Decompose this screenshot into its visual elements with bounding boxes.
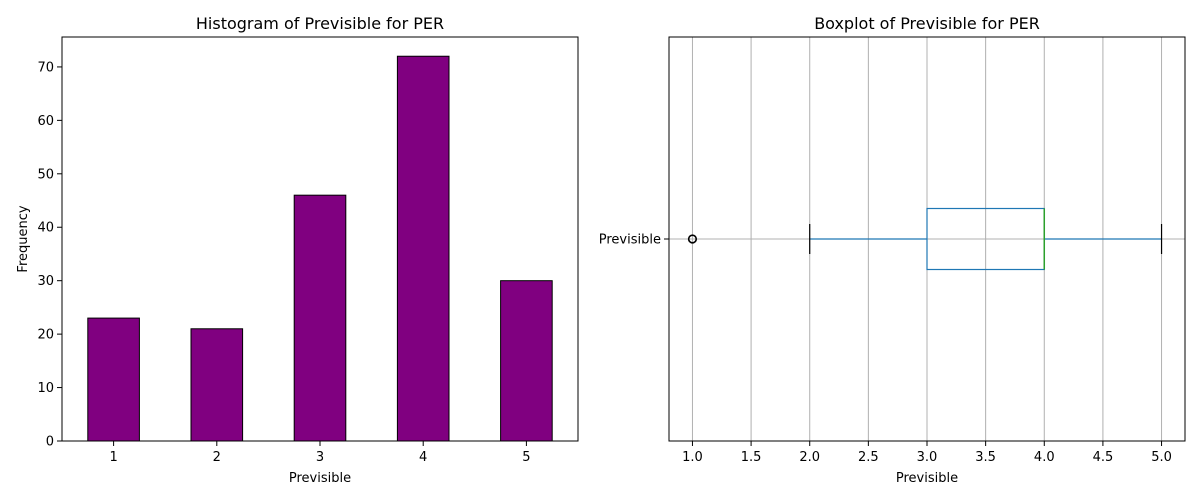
boxplot-chart: Boxplot of Previsible for PER 1.0 1.5 2.0 2… — [599, 14, 1186, 486]
histogram-bars — [87, 55, 553, 442]
histogram-x-tick-label: 5 — [522, 450, 530, 465]
histogram-y-tick-label: 0 — [46, 435, 54, 450]
boxplot-x-ticks: 1.0 1.5 2.0 2.5 3.0 3.5 4.0 4.5 5.0 — [682, 441, 1172, 465]
histogram-y-tick-label: 60 — [37, 114, 54, 129]
boxplot-x-tick-label: 4.0 — [1034, 450, 1055, 465]
histogram-y-tick-label: 50 — [37, 167, 54, 182]
boxplot-x-tick-label: 1.0 — [682, 450, 703, 465]
boxplot-marks — [687, 207, 1163, 271]
histogram-y-tick-label: 40 — [37, 221, 54, 236]
boxplot-x-tick-label: 1.5 — [741, 450, 762, 465]
histogram-y-tick-label: 20 — [37, 328, 54, 343]
boxplot-x-axis-label: Previsible — [896, 471, 958, 486]
boxplot-y-ticks: Previsible — [599, 233, 669, 248]
boxplot-outlier — [687, 234, 698, 244]
boxplot-x-tick-label: 2.0 — [799, 450, 820, 465]
histogram-x-ticks: 1 2 3 4 5 — [109, 441, 531, 465]
histogram-x-axis-label: Previsible — [289, 471, 351, 486]
boxplot-x-tick-label: 2.5 — [858, 450, 879, 465]
histogram-chart: Histogram of Previsible for PER 0 10 20 30 4… — [16, 14, 579, 486]
histogram-y-tick-label: 70 — [37, 60, 54, 75]
histogram-x-tick-label: 2 — [213, 450, 221, 465]
boxplot-title: Boxplot of Previsible for PER — [814, 14, 1040, 33]
histogram-x-tick-label: 4 — [419, 450, 427, 465]
boxplot-category-label: Previsible — [599, 233, 661, 248]
histogram-bar — [500, 280, 553, 442]
histogram-bar — [87, 317, 140, 442]
boxplot-x-tick-label: 4.5 — [1093, 450, 1114, 465]
histogram-bar — [190, 328, 244, 442]
histogram-y-ticks: 0 10 20 30 40 50 60 70 — [37, 60, 62, 450]
boxplot-plot-frame — [668, 36, 1186, 442]
boxplot-x-tick-label: 3.5 — [975, 450, 996, 465]
histogram-y-axis-label: Frequency — [16, 205, 31, 272]
histogram-bar — [293, 194, 347, 442]
boxplot-x-tick-label: 3.0 — [917, 450, 938, 465]
histogram-y-tick-label: 30 — [37, 274, 54, 289]
histogram-x-tick-label: 1 — [109, 450, 117, 465]
boxplot-x-tick-label: 5.0 — [1151, 450, 1172, 465]
histogram-y-tick-label: 10 — [37, 381, 54, 396]
histogram-title: Histogram of Previsible for PER — [196, 14, 444, 33]
histogram-plot-frame — [61, 36, 579, 442]
histogram-x-tick-label: 3 — [316, 450, 324, 465]
histogram-bar — [396, 55, 450, 442]
